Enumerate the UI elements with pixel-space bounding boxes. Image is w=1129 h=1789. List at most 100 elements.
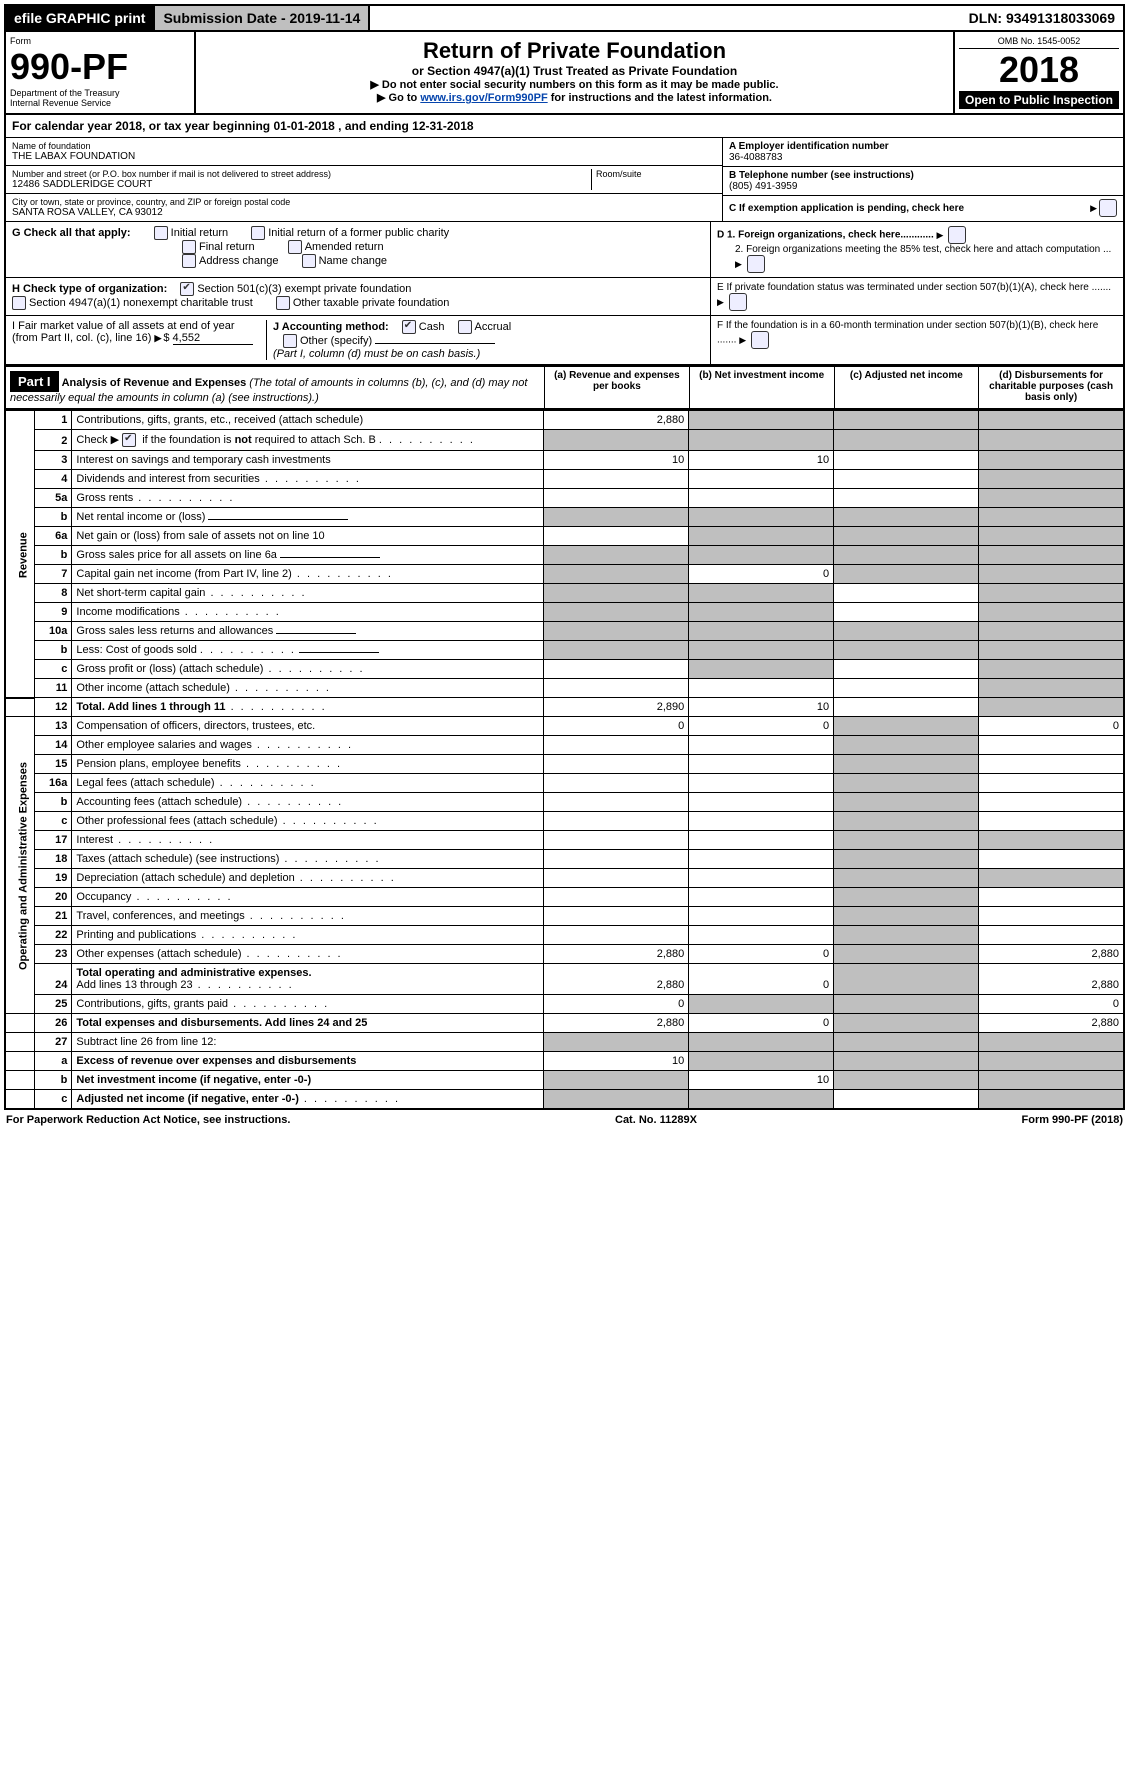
- instruct-1: ▶ Do not enter social security numbers o…: [202, 78, 947, 91]
- arrow-icon: [937, 230, 946, 241]
- cb-cash[interactable]: [402, 320, 416, 334]
- line-16a: Legal fees (attach schedule): [72, 774, 544, 793]
- dln: DLN: 93491318033069: [961, 6, 1123, 30]
- form-link[interactable]: www.irs.gov/Form990PF: [420, 92, 547, 104]
- v-1c: [834, 411, 979, 430]
- room-label: Room/suite: [596, 169, 716, 179]
- line-16b: Accounting fees (attach schedule): [72, 793, 544, 812]
- instruct-2: ▶ Go to www.irs.gov/Form990PF for instru…: [202, 91, 947, 104]
- v-13d: 0: [979, 717, 1124, 736]
- arrow-icon: [717, 297, 726, 308]
- cb-initial-former[interactable]: [251, 226, 265, 240]
- expense-side-label: Operating and Administrative Expenses: [5, 717, 35, 1014]
- form-title: Return of Private Foundation: [202, 38, 947, 64]
- v-13a: 0: [544, 717, 689, 736]
- line-16c: Other professional fees (attach schedule…: [72, 812, 544, 831]
- opt-501c3: Section 501(c)(3) exempt private foundat…: [197, 283, 411, 295]
- ln: 4: [35, 470, 72, 489]
- cb-accrual[interactable]: [458, 320, 472, 334]
- g-label: G Check all that apply:: [12, 227, 131, 239]
- ln: 26: [35, 1014, 72, 1033]
- cb-d2[interactable]: [747, 255, 765, 273]
- j-label: J Accounting method:: [273, 321, 389, 333]
- cb-other-tax[interactable]: [276, 296, 290, 310]
- ln: 3: [35, 451, 72, 470]
- analysis-table: Revenue 1 Contributions, gifts, grants, …: [4, 410, 1125, 1110]
- ein-value: 36-4088783: [729, 152, 1117, 163]
- line-24: Total operating and administrative expen…: [72, 964, 544, 995]
- page-footer: For Paperwork Reduction Act Notice, see …: [4, 1110, 1125, 1130]
- v-27a: 10: [544, 1052, 689, 1071]
- line-1: Contributions, gifts, grants, etc., rece…: [72, 411, 544, 430]
- ln: 6a: [35, 527, 72, 546]
- phone-label: B Telephone number (see instructions): [729, 170, 1117, 181]
- v-13b: 0: [689, 717, 834, 736]
- v-26b: 0: [689, 1014, 834, 1033]
- line-21: Travel, conferences, and meetings: [72, 907, 544, 926]
- line-6a: Net gain or (loss) from sale of assets n…: [72, 527, 544, 546]
- ln: 12: [35, 698, 72, 717]
- street-address: 12486 SADDLERIDGE COURT: [12, 179, 591, 190]
- line-27: Subtract line 26 from line 12:: [72, 1033, 544, 1052]
- ln: c: [35, 812, 72, 831]
- ln: 27: [35, 1033, 72, 1052]
- line-7: Capital gain net income (from Part IV, l…: [72, 565, 544, 584]
- ln: 20: [35, 888, 72, 907]
- cb-amended[interactable]: [288, 240, 302, 254]
- v-1a: 2,880: [544, 411, 689, 430]
- ln: b: [35, 508, 72, 527]
- cb-f[interactable]: [751, 331, 769, 349]
- ln: 24: [35, 964, 72, 995]
- ln: 19: [35, 869, 72, 888]
- line-14: Other employee salaries and wages: [72, 736, 544, 755]
- cb-address[interactable]: [182, 254, 196, 268]
- cb-4947[interactable]: [12, 296, 26, 310]
- v-25a: 0: [544, 995, 689, 1014]
- line-9: Income modifications: [72, 603, 544, 622]
- efile-button[interactable]: efile GRAPHIC print: [6, 6, 155, 30]
- cb-name[interactable]: [302, 254, 316, 268]
- line-27c: Adjusted net income (if negative, enter …: [72, 1090, 544, 1110]
- calendar-year-line: For calendar year 2018, or tax year begi…: [4, 115, 1125, 138]
- cb-initial[interactable]: [154, 226, 168, 240]
- d1-label: D 1. Foreign organizations, check here..…: [717, 230, 934, 241]
- cb-final[interactable]: [182, 240, 196, 254]
- footer-right: Form 990-PF (2018): [1022, 1114, 1123, 1126]
- dept-2: Internal Revenue Service: [10, 98, 190, 108]
- line-5b: Net rental income or (loss): [72, 508, 544, 527]
- v-7b: 0: [689, 565, 834, 584]
- cb-other-method[interactable]: [283, 334, 297, 348]
- city-state-zip: SANTA ROSA VALLEY, CA 93012: [12, 207, 716, 218]
- v-12a: 2,890: [544, 698, 689, 717]
- opt-accrual: Accrual: [475, 321, 512, 333]
- col-c-head: (c) Adjusted net income: [835, 367, 980, 408]
- cb-sch-b[interactable]: [122, 433, 136, 447]
- line-4: Dividends and interest from securities: [72, 470, 544, 489]
- ln: 7: [35, 565, 72, 584]
- cb-501c3[interactable]: [180, 282, 194, 296]
- ln: 18: [35, 850, 72, 869]
- part1-title: Analysis of Revenue and Expenses: [62, 377, 247, 389]
- line-8: Net short-term capital gain: [72, 584, 544, 603]
- v-24a: 2,880: [544, 964, 689, 995]
- section-g-d: G Check all that apply: Initial return I…: [4, 222, 1125, 278]
- line-19: Depreciation (attach schedule) and deple…: [72, 869, 544, 888]
- v-26d: 2,880: [979, 1014, 1124, 1033]
- ln: 16a: [35, 774, 72, 793]
- tax-year: 2018: [959, 49, 1119, 91]
- ln: 22: [35, 926, 72, 945]
- ln: 1: [35, 411, 72, 430]
- exemption-checkbox[interactable]: [1099, 199, 1117, 217]
- v-24b: 0: [689, 964, 834, 995]
- ln: 15: [35, 755, 72, 774]
- v-1b: [689, 411, 834, 430]
- line-12: Total. Add lines 1 through 11: [72, 698, 544, 717]
- instruct-2-post: for instructions and the latest informat…: [551, 92, 772, 104]
- ln: 2: [35, 430, 72, 451]
- cb-e[interactable]: [729, 293, 747, 311]
- line-5a: Gross rents: [72, 489, 544, 508]
- section-i-j-f: I Fair market value of all assets at end…: [4, 316, 1125, 366]
- cb-d1[interactable]: [948, 226, 966, 244]
- opt-name: Name change: [319, 255, 388, 267]
- revenue-side-label: Revenue: [5, 411, 35, 698]
